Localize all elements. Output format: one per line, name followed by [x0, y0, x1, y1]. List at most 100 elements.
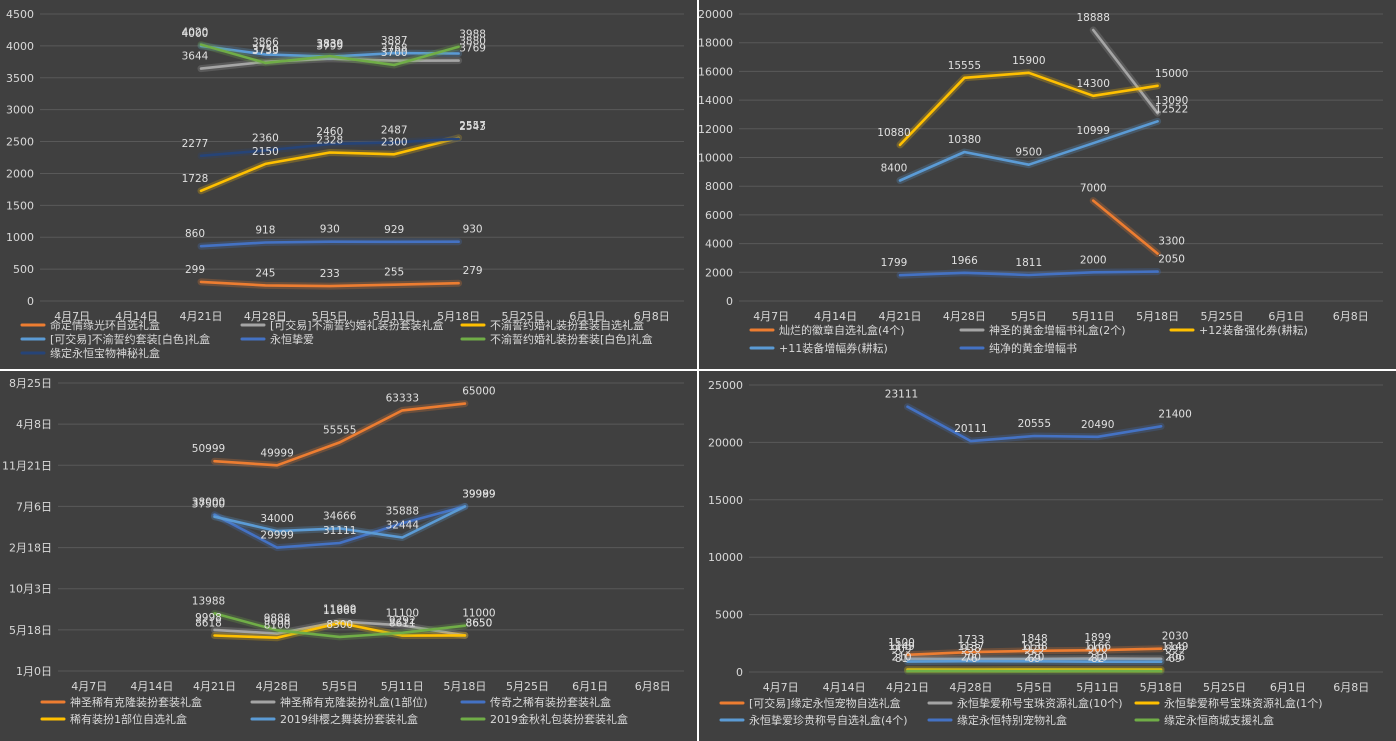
- data-label: 13090: [1155, 95, 1188, 107]
- data-label: 55555: [323, 424, 356, 436]
- data-label: 4000: [182, 28, 209, 40]
- data-label: 930: [320, 224, 340, 236]
- data-label: 9098: [264, 616, 291, 628]
- legend-label: 2019金秋礼包装扮套装礼盒: [490, 712, 628, 726]
- data-label: 210: [1088, 652, 1108, 664]
- x-tick-label: 4月7日: [71, 680, 107, 693]
- chart-1-svg: 0 500 1000 1500 2000 2500 3000 3500 4000 4500 4月7日…: [6, 8, 684, 360]
- data-label: 15000: [1155, 68, 1188, 80]
- data-label: 3880: [459, 36, 486, 48]
- x-tick-label: 5月5日: [312, 310, 348, 323]
- x-tick-label: 6月8日: [634, 310, 670, 323]
- data-label: 1137: [958, 641, 985, 653]
- series-line-5: [199, 240, 460, 248]
- legend-label: 永恒挚爱称号宝珠资源礼盒(10个): [957, 696, 1123, 710]
- legend-label: 永恒挚爱珍贵称号自选礼盒(4个): [749, 713, 908, 727]
- data-label: 930: [463, 224, 483, 236]
- data-label: 34000: [260, 513, 293, 525]
- x-tick-label: 4月7日: [54, 310, 90, 323]
- legend-label: 神圣稀有克隆装扮礼盒(1部位): [280, 695, 428, 709]
- x-tick-label: 5月18日: [1136, 310, 1179, 323]
- data-label: 31111: [323, 525, 356, 537]
- data-label: 9998: [195, 612, 222, 624]
- y-tick-label: 3000: [6, 104, 34, 117]
- data-label: 11666: [323, 605, 357, 617]
- series-line-5: [898, 270, 1159, 277]
- legend-label: 2019绯樱之舞装扮套装礼盒: [280, 712, 418, 726]
- data-label: 860: [185, 228, 205, 240]
- y-tick-label: 14000: [699, 94, 733, 107]
- x-tick-label: 6月1日: [1270, 681, 1306, 694]
- data-label: 299: [185, 264, 205, 276]
- data-label: 1799: [881, 257, 908, 269]
- data-label: 8300: [326, 619, 353, 631]
- data-label: 13988: [192, 595, 225, 607]
- legend-label: 永恒挚爱: [270, 332, 314, 346]
- data-label: 69: [1168, 653, 1181, 665]
- legend-label: 命定情缘光环自选礼盒: [50, 318, 160, 332]
- data-label: 1149: [1162, 641, 1189, 653]
- data-label: 10380: [948, 134, 981, 146]
- data-label: 3733: [252, 45, 279, 57]
- data-label: 20490: [1081, 419, 1114, 431]
- x-tick-label: 4月21日: [193, 680, 236, 693]
- series-line-1: [906, 647, 1163, 657]
- legend-label: 灿烂的徽章自选礼盒(4个): [779, 323, 905, 337]
- data-label: 37500: [192, 499, 225, 511]
- y-tick-label: 4月8日: [16, 418, 52, 431]
- data-label: 3988: [459, 29, 486, 41]
- chart-3-svg: 1月0日 5月18日 10月3日 2月18日 7月6日 11月21日 4月8日 8月25日 4月…: [2, 377, 684, 726]
- legend-label: [可交易]缘定永恒宠物自选礼盒: [749, 696, 901, 710]
- series-line-5: [906, 405, 1163, 443]
- data-label: 82: [1091, 653, 1104, 665]
- series-line-3: [898, 71, 1159, 147]
- data-label: 29999: [260, 530, 293, 542]
- data-label: 1138: [1021, 641, 1048, 653]
- data-label: 2360: [252, 132, 279, 144]
- x-tick-label: 4月28日: [244, 310, 287, 323]
- x-tick-label: 5月25日: [1201, 310, 1244, 323]
- y-tick-label: 0: [736, 666, 743, 679]
- chart-4-svg: 0 5000 10000 15000 20000 25000 4月7日 4月14日 4月21日 4…: [708, 379, 1383, 727]
- series-line-6: [199, 43, 460, 67]
- data-label: 2050: [1158, 254, 1185, 266]
- series-line-1: [1091, 199, 1159, 255]
- y-tick-label: 8000: [705, 180, 733, 193]
- y-tick-label: 4000: [705, 238, 733, 251]
- y-tick-label: 3500: [6, 72, 34, 85]
- data-label: 12522: [1155, 103, 1188, 115]
- data-label: 2300: [381, 136, 408, 148]
- data-label: 2543: [459, 121, 486, 133]
- data-label: 8400: [881, 162, 908, 174]
- data-label: 1728: [182, 173, 209, 185]
- x-tick-label: 6月1日: [569, 310, 605, 323]
- data-label: 15555: [948, 60, 981, 72]
- series-line-2: [1091, 28, 1159, 115]
- series-line-2: [213, 620, 467, 637]
- data-label: 3887: [381, 35, 408, 47]
- data-label: 899: [1165, 644, 1185, 656]
- data-label: 929: [1024, 643, 1044, 655]
- x-tick-label: 4月21日: [879, 310, 922, 323]
- x-tick-label: 5月25日: [502, 310, 545, 323]
- chart-panel-4: 0 5000 10000 15000 20000 25000 4月7日 4月14日 4月21日 4…: [699, 371, 1396, 741]
- series-line-5: [213, 505, 467, 539]
- x-tick-label: 5月11日: [1076, 681, 1119, 694]
- y-tick-label: 12000: [699, 123, 733, 136]
- y-tick-label: 6000: [705, 209, 733, 222]
- y-tick-label: 5000: [715, 609, 743, 622]
- x-tick-label: 4月14日: [823, 681, 866, 694]
- series-line-1: [213, 402, 467, 467]
- x-tick-label: 4月7日: [763, 681, 799, 694]
- series-line-2: [199, 57, 460, 70]
- y-tick-label: 4000: [6, 40, 34, 53]
- y-tick-label: 4500: [6, 8, 34, 21]
- y-tick-label: 1000: [6, 231, 34, 244]
- data-label: 11000: [462, 608, 495, 620]
- x-tick-label: 5月11日: [381, 680, 424, 693]
- data-label: 200: [961, 652, 981, 664]
- x-tick-label: 4月7日: [753, 310, 789, 323]
- data-label: 39999: [462, 488, 495, 500]
- data-label: 39989: [462, 488, 495, 500]
